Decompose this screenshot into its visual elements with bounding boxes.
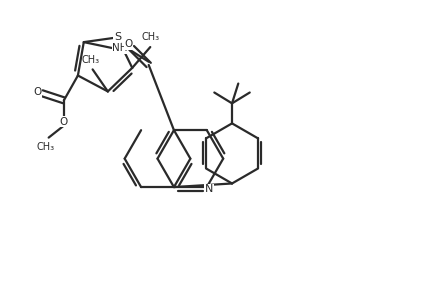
Text: CH₃: CH₃ (37, 142, 55, 152)
Text: CH₃: CH₃ (141, 32, 159, 42)
Text: O: O (125, 39, 133, 49)
Text: S: S (114, 32, 121, 42)
Text: O: O (60, 117, 68, 127)
Text: NH: NH (112, 43, 128, 53)
Text: O: O (33, 87, 41, 97)
Text: N: N (205, 184, 213, 194)
Text: CH₃: CH₃ (81, 55, 100, 65)
